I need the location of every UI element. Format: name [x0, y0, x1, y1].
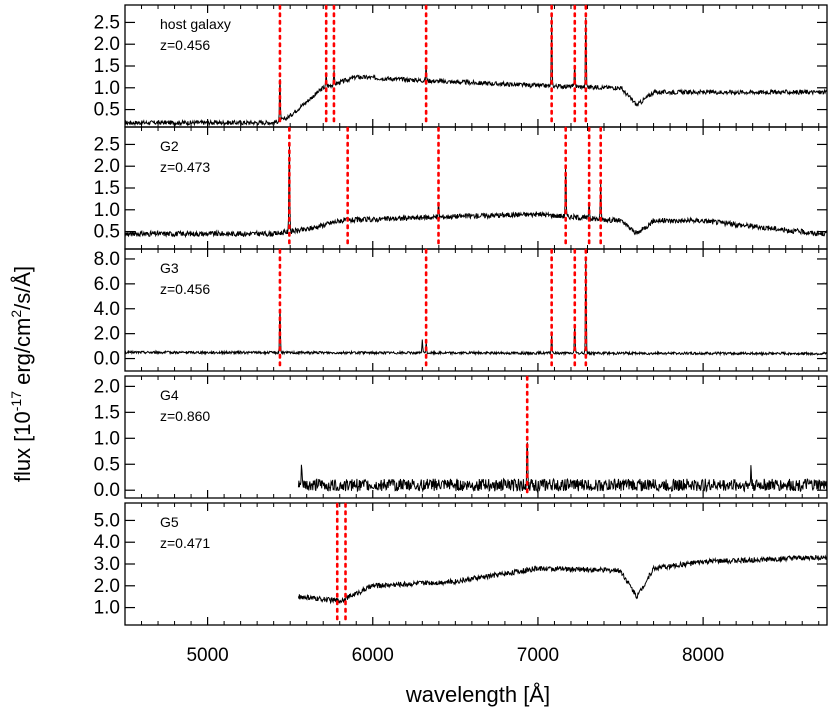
- y-tick-label: 2.0: [94, 576, 120, 597]
- y-tick-label: 1.0: [94, 428, 120, 449]
- y-tick-label: 1.5: [94, 178, 120, 199]
- x-tick-label: 6000: [352, 645, 394, 666]
- y-tick-label: 1.0: [94, 78, 120, 99]
- panel-frame: [124, 248, 828, 372]
- panel-redshift-label: z=0.471: [160, 535, 210, 551]
- spectrum-line: [297, 442, 828, 494]
- panel-redshift-label: z=0.456: [160, 281, 210, 297]
- panel-5: 1.02.03.04.05.0 G5 z=0.471: [94, 502, 828, 626]
- y-tick-label: 0.5: [94, 454, 120, 475]
- spectrum-line: [124, 14, 828, 127]
- y-tick-label: 2.0: [94, 156, 120, 177]
- y-tick-label: 6.0: [94, 274, 120, 295]
- y-tick-label: 0.0: [94, 349, 120, 370]
- panel-4: 0.0 0.5 1.0 1.5 2.0 G4 z=0.860: [94, 375, 828, 501]
- panel-2: 0.51.01.52.02.5 G2 z=0.473: [94, 126, 828, 250]
- y-tick-label: 4.0: [94, 299, 120, 320]
- y-tick-label: 1.0: [94, 598, 120, 619]
- y-tick-label: 2.5: [94, 134, 120, 155]
- panel-redshift-label: z=0.456: [160, 37, 210, 53]
- y-tick-label: 2.0: [94, 34, 120, 55]
- panels-group: 0.51.01.52.02.5 host galaxyz=0.4560.51.01…: [94, 4, 828, 626]
- panel-name-label: G2: [160, 138, 179, 154]
- panel-redshift-label: z=0.860: [160, 408, 210, 424]
- y-tick-label: 5.0: [94, 510, 120, 531]
- panel-name-label: G4: [160, 387, 179, 403]
- x-axis-title: wavelength [Å]: [405, 682, 550, 707]
- y-tick-label: 1.5: [94, 56, 120, 77]
- y-tick-label: 1.0: [94, 200, 120, 221]
- panel-redshift-label: z=0.473: [160, 159, 210, 175]
- y-tick-label: 4.0: [94, 532, 120, 553]
- x-tick-labels: 5000 6000 7000 8000: [186, 645, 724, 666]
- y-tick-label: 8.0: [94, 249, 120, 270]
- y-tick-label: 0.5: [94, 100, 120, 121]
- x-tick-label: 7000: [517, 645, 559, 666]
- panel-name-label: G3: [160, 260, 179, 276]
- x-tick-label: 5000: [186, 645, 228, 666]
- x-tick-label: 8000: [682, 645, 724, 666]
- spectrum-line: [124, 256, 828, 357]
- panel-frame: [124, 126, 828, 250]
- y-axis-title: flux [10-17 erg/cm2/s/Å]: [8, 266, 35, 482]
- spectrum-line: [124, 145, 828, 239]
- panel-1: 0.51.01.52.02.5 host galaxy z=0.456: [94, 4, 828, 128]
- y-tick-label: 3.0: [94, 554, 120, 575]
- y-tick-label: 0.0: [94, 480, 120, 501]
- panel-frame: [124, 375, 828, 499]
- y-tick-label: 2.5: [94, 12, 120, 33]
- y-tick-label: 2.0: [94, 324, 120, 345]
- panel-name-label: host galaxy: [160, 16, 231, 32]
- y-tick-label: 1.5: [94, 402, 120, 423]
- panel-frame: [124, 502, 828, 626]
- spectrum-line: [297, 554, 828, 605]
- y-tick-label: 2.0: [94, 376, 120, 397]
- panel-name-label: G5: [160, 514, 179, 530]
- y-tick-label: 0.5: [94, 222, 120, 243]
- panel-3: 0.0 2.0 4.0 6.0 8.0 G3 z=0.456: [94, 248, 828, 372]
